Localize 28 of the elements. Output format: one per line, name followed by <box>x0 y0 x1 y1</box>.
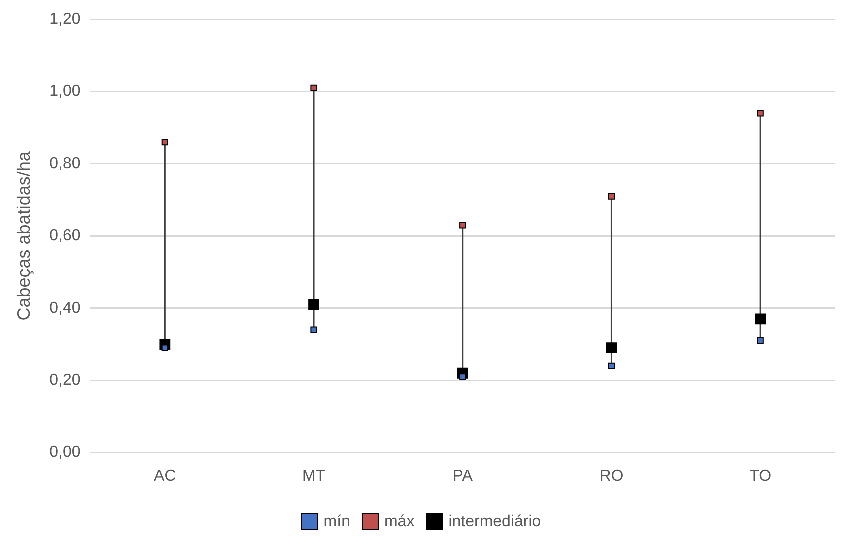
point <box>460 222 466 229</box>
point <box>162 139 168 146</box>
x-tick-label: TO <box>750 468 772 485</box>
point <box>608 193 616 200</box>
y-tick-label: 0,00 <box>50 444 81 462</box>
y-tick-label: 0,20 <box>50 372 81 390</box>
y-tick-label: 0,60 <box>50 228 81 245</box>
point <box>757 110 764 117</box>
x-tick-label: RO <box>600 468 624 485</box>
point <box>308 299 320 310</box>
x-tick-label: MT <box>302 468 326 485</box>
x-tick-label: PA <box>452 468 474 485</box>
y-tick-label: 0,80 <box>50 155 81 172</box>
y-tick-label: 0,40 <box>50 300 81 317</box>
x-tick-label: AC <box>154 468 176 485</box>
y-tick-label: 1,00 <box>50 83 81 100</box>
legend-label: mín <box>324 513 350 530</box>
point <box>757 338 764 344</box>
point <box>606 342 618 354</box>
point <box>310 84 318 92</box>
y-axis-title: Cabeças abatidas/ha <box>14 150 34 321</box>
point <box>608 362 616 370</box>
y-tick-label: 1,20 <box>50 11 81 28</box>
point <box>755 314 766 325</box>
point <box>460 374 466 380</box>
legend-label: máx <box>384 513 415 530</box>
legend-label: intermediário <box>448 513 542 530</box>
point <box>310 326 318 334</box>
